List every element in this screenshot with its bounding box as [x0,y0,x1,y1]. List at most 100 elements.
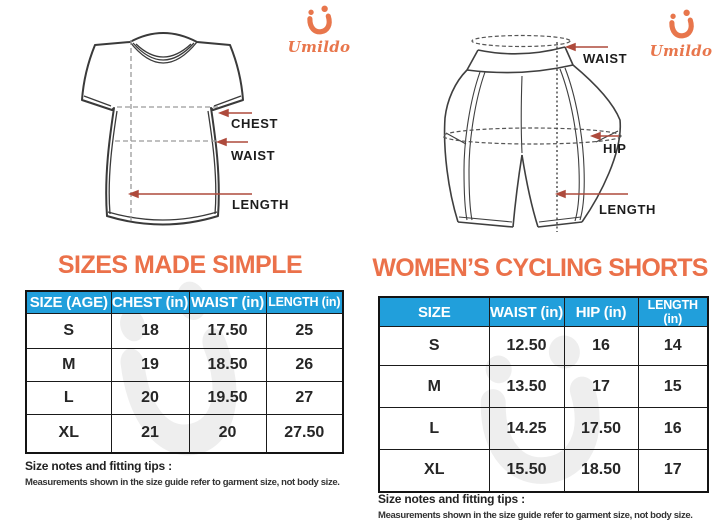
table-row: XL 15.50 18.50 17 [378,449,709,492]
waist-cell: 18.50 [188,347,267,382]
sleeve-seam-left [83,95,112,107]
waist-pointer-arrowhead [564,42,576,52]
pocket-seam-left-b [468,71,486,221]
collar-rib-mid [132,42,195,61]
hip-cell: 17.50 [563,407,639,450]
tshirt-outline [81,32,244,226]
shorts-panel: WAIST HIP LENGTH Umildo WOMEN’S CYCLING … [360,0,720,522]
size-notes-body: Measurements shown in the size guide ref… [378,510,693,521]
length-cell: 26 [265,347,344,382]
hip-cell: 16 [563,326,639,366]
length-cell: 25 [265,312,344,349]
waist-diagram-label: WAIST [583,51,628,66]
umildo-logo-icon [306,5,332,35]
side-seam-right [207,110,217,215]
hip-column-header: HIP (in) [563,296,639,327]
waist-column-header: WAIST (in) [188,290,267,314]
chest-pointer-arrowhead [217,108,229,118]
shorts-diagram [442,34,628,232]
hip-pointer-arrowhead [589,131,601,141]
tshirt-section-title: SIZES MADE SIMPLE [57,251,303,279]
length-cell: 27 [265,380,344,415]
size-notes: Size notes and fitting tips : Measuremen… [25,459,353,488]
shorts-outer-right [572,64,621,223]
length-cell: 15 [637,365,709,408]
shorts-hem-right-inner [538,216,582,223]
brand-logo: Umildo [640,9,720,60]
length-column-header: LENGTH (in) [637,296,709,327]
hip-cell: 18.50 [563,449,639,492]
waist-cell: 20 [188,413,267,454]
size-notes-heading: Size notes and fitting tips : [378,492,525,506]
logo-dot-large [320,5,328,13]
length-pointer-arrowhead [554,189,566,199]
chest-cell: 20 [110,380,190,415]
logo-dot-small [307,9,314,15]
length-cell: 17 [637,449,709,492]
size-cell: M [25,347,112,382]
size-cell: S [378,326,490,366]
chest-column-header: CHEST (in) [110,290,190,314]
waist-cell: 12.50 [488,326,565,366]
size-notes: Size notes and fitting tips : Measuremen… [378,492,712,521]
size-notes-heading: Size notes and fitting tips : [25,459,172,473]
hip-dashed-ellipse [442,127,622,145]
table-row: M 19 18.50 26 [25,347,344,382]
size-cell: L [378,407,490,450]
table-row: S 12.50 16 14 [378,326,709,366]
collar-rib-outer [129,41,198,64]
shorts-size-table: SIZE WAIST (in) HIP (in) LENGTH (in) S 1… [378,296,709,493]
shorts-waistband-right [564,46,574,66]
size-cell: XL [378,449,490,492]
logo-dot-large [682,9,690,17]
size-cell: M [378,365,490,408]
waist-diagram-label: WAIST [231,148,276,163]
brand-logo-text: Umildo [649,42,713,60]
logo-smile-u [668,17,694,39]
shorts-inner-leg-right [521,154,539,228]
chest-cell: 18 [110,312,190,349]
table-header-row: SIZE (AGE) CHEST (in) WAIST (in) LENGTH … [25,290,344,314]
table-row: L 20 19.50 27 [25,380,344,415]
logo-smile-u [306,13,332,35]
table-header-row: SIZE WAIST (in) HIP (in) LENGTH (in) [378,296,709,327]
waist-pointer-arrowhead [215,137,227,147]
shorts-hem-right [537,221,583,228]
length-column-header: LENGTH (in) [265,290,344,314]
shorts-waistband-left [466,49,479,71]
shorts-hem-left [457,221,514,228]
shorts-hem-left-inner [458,216,513,223]
waist-cell: 13.50 [488,365,565,408]
pocket-opening-left [445,132,467,145]
hem-seam [107,211,218,221]
size-cell: L [25,380,112,415]
shorts-outer-left [443,69,468,223]
chest-cell: 21 [110,413,190,454]
sleeve-seam-right [213,95,242,107]
shorts-section-title: WOMEN’S CYCLING SHORTS [372,254,708,282]
hip-cell: 17 [563,365,639,408]
waist-dashed-ellipse [471,34,571,48]
chest-cell: 19 [110,347,190,382]
size-age-column-header: SIZE (AGE) [25,290,112,314]
collar-rib-inner [135,43,192,58]
size-cell: XL [25,413,112,454]
shorts-center-seam [520,75,523,154]
shorts-inner-leg-left [512,154,523,228]
waist-cell: 15.50 [488,449,565,492]
umildo-logo-icon [668,9,694,39]
size-notes-body: Measurements shown in the size guide ref… [25,477,340,488]
table-row: XL 21 20 27.50 [25,413,344,454]
length-cell: 27.50 [265,413,344,454]
table-row: S 18 17.50 25 [25,312,344,349]
pocket-seam-left-a [463,71,481,221]
chest-diagram-label: CHEST [231,116,279,131]
length-diagram-label: LENGTH [232,197,290,212]
brand-logo: Umildo [278,5,360,56]
side-seam-left [108,110,118,215]
logo-dot-small [669,13,676,19]
shorts-waistband-top [477,46,566,55]
tshirt-size-table: SIZE (AGE) CHEST (in) WAIST (in) LENGTH … [25,290,344,454]
size-column-header: SIZE [378,296,490,327]
